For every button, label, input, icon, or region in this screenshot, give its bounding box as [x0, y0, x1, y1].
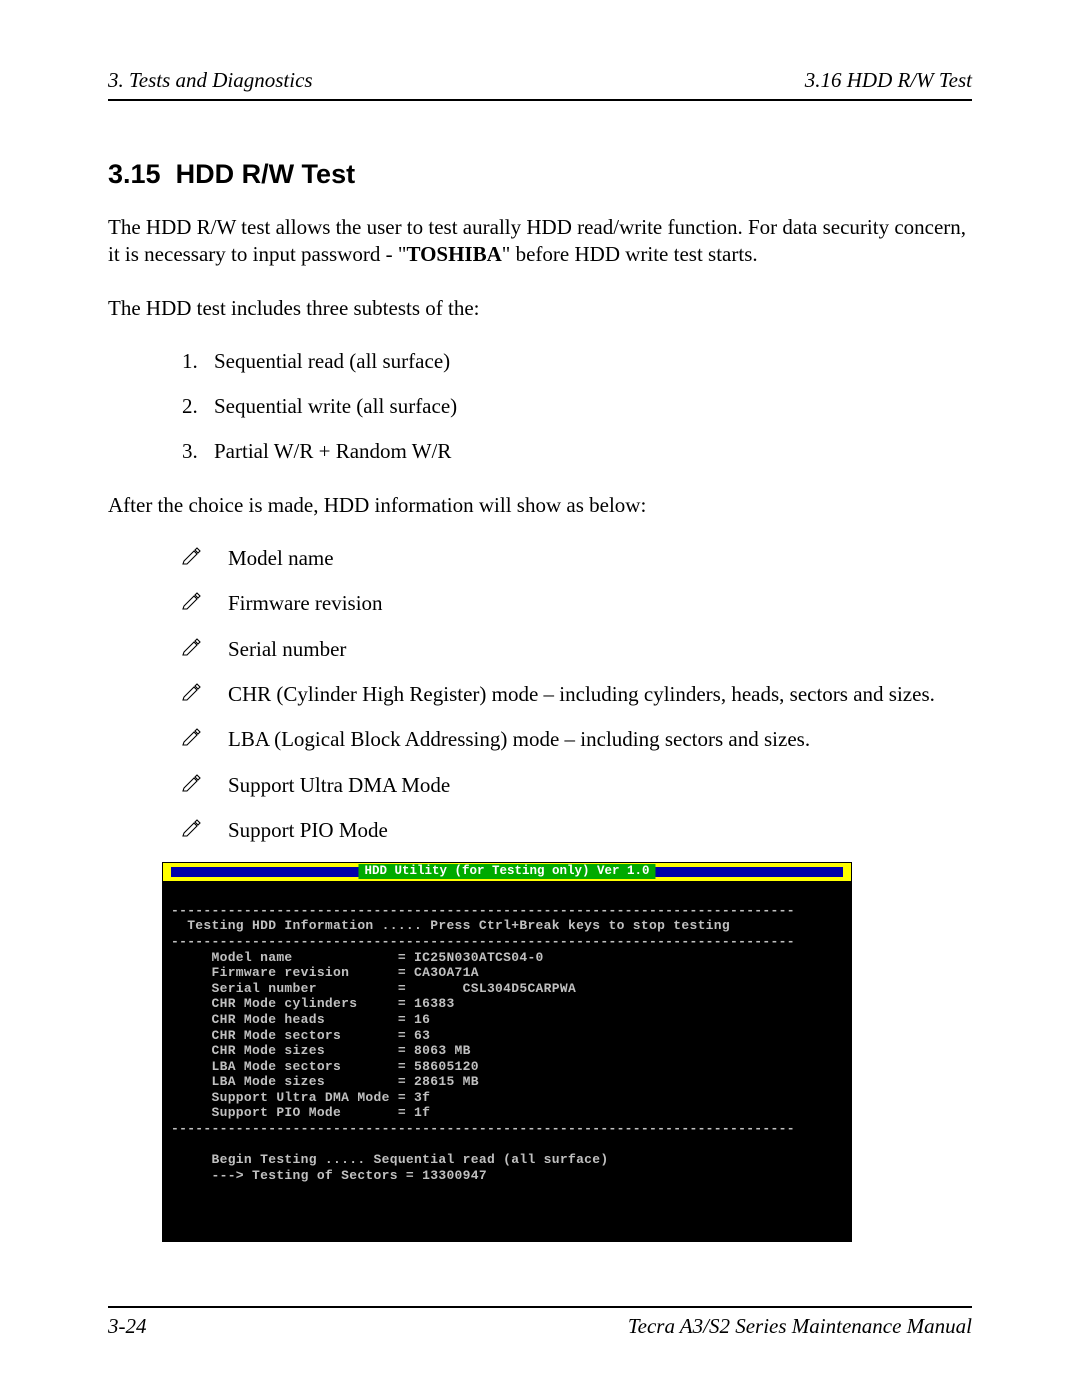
list-item-label: Support PIO Mode — [228, 818, 388, 842]
pencil-icon — [182, 728, 202, 746]
password-literal: TOSHIBA — [406, 242, 501, 266]
hdd-info-lead: After the choice is made, HDD informatio… — [108, 492, 972, 519]
list-item: Firmware revision — [182, 590, 972, 617]
page-footer: 3-24 Tecra A3/S2 Series Maintenance Manu… — [108, 1306, 972, 1339]
list-item: 2. Sequential write (all surface) — [182, 393, 972, 420]
subtests-list: 1. Sequential read (all surface) 2. Sequen… — [182, 348, 972, 466]
header-left: 3. Tests and Diagnostics — [108, 68, 313, 93]
pencil-icon — [182, 774, 202, 792]
pencil-icon — [182, 683, 202, 701]
list-item-label: Sequential write (all surface) — [214, 394, 457, 418]
list-item-label: Serial number — [228, 637, 346, 661]
subtests-lead: The HDD test includes three subtests of … — [108, 295, 972, 322]
list-item: 3. Partial W/R + Random W/R — [182, 438, 972, 465]
list-item: 1. Sequential read (all surface) — [182, 348, 972, 375]
header-right: 3.16 HDD R/W Test — [805, 68, 972, 93]
pencil-icon — [182, 638, 202, 656]
list-item-label: Firmware revision — [228, 591, 383, 615]
page-header: 3. Tests and Diagnostics 3.16 HDD R/W Te… — [108, 68, 972, 101]
list-item: Serial number — [182, 636, 972, 663]
hdd-info-list: Model name Firmware revision Serial numb… — [182, 545, 972, 844]
list-number: 1. — [182, 348, 198, 375]
pencil-icon — [182, 819, 202, 837]
list-item-label: Partial W/R + Random W/R — [214, 439, 451, 463]
list-item: LBA (Logical Block Addressing) mode – in… — [182, 726, 972, 753]
list-item-label: Model name — [228, 546, 334, 570]
intro-paragraph: The HDD R/W test allows the user to test… — [108, 214, 972, 269]
terminal-screenshot: HDD Utility (for Testing only) Ver 1.0 -… — [162, 862, 852, 1242]
list-item-label: CHR (Cylinder High Register) mode – incl… — [228, 682, 935, 706]
para1-post: " before HDD write test starts. — [502, 242, 758, 266]
list-number: 2. — [182, 393, 198, 420]
footer-left: 3-24 — [108, 1314, 147, 1339]
list-item: Model name — [182, 545, 972, 572]
terminal-title: HDD Utility (for Testing only) Ver 1.0 — [358, 864, 655, 879]
list-item-label: Sequential read (all surface) — [214, 349, 450, 373]
section-heading: 3.15 HDD R/W Test — [108, 159, 972, 190]
list-item: CHR (Cylinder High Register) mode – incl… — [182, 681, 972, 708]
pencil-icon — [182, 547, 202, 565]
section-number: 3.15 — [108, 159, 161, 189]
list-item-label: Support Ultra DMA Mode — [228, 773, 450, 797]
page: 3. Tests and Diagnostics 3.16 HDD R/W Te… — [0, 0, 1080, 1302]
list-item: Support PIO Mode — [182, 817, 972, 844]
terminal-body: ----------------------------------------… — [163, 881, 851, 1241]
list-number: 3. — [182, 438, 198, 465]
footer-right: Tecra A3/S2 Series Maintenance Manual — [628, 1314, 972, 1339]
pencil-icon — [182, 592, 202, 610]
section-title: HDD R/W Test — [176, 159, 356, 189]
list-item-label: LBA (Logical Block Addressing) mode – in… — [228, 727, 810, 751]
terminal-title-bar: HDD Utility (for Testing only) Ver 1.0 — [163, 863, 851, 881]
list-item: Support Ultra DMA Mode — [182, 772, 972, 799]
